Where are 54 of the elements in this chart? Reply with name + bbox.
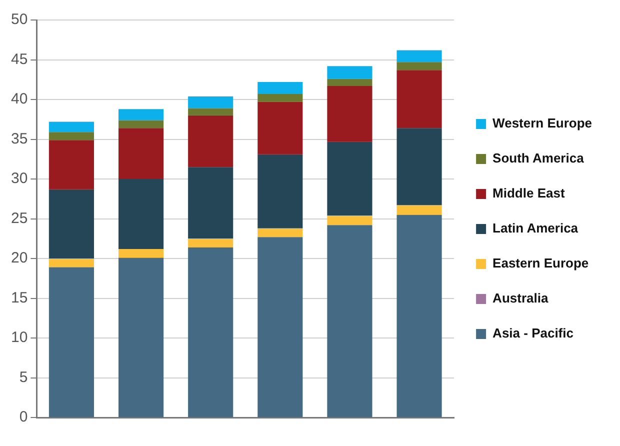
y-tick-label: 10 xyxy=(10,329,28,346)
bar xyxy=(396,214,442,418)
y-tick-label: 15 xyxy=(10,289,28,306)
bar xyxy=(188,238,234,248)
bar xyxy=(258,82,303,94)
bar xyxy=(258,237,303,418)
bar xyxy=(396,70,442,128)
bar xyxy=(258,94,303,102)
bar xyxy=(396,62,442,70)
bar xyxy=(188,96,234,108)
y-tick-label: 20 xyxy=(10,250,28,267)
bar xyxy=(48,267,94,418)
bar xyxy=(188,108,234,116)
bar xyxy=(118,179,164,250)
legend-label: Eastern Europe xyxy=(492,256,589,271)
bar xyxy=(396,205,442,215)
y-tick-label: 50 xyxy=(10,11,28,28)
y-tick-label: 30 xyxy=(10,170,28,188)
y-tick-label: 0 xyxy=(19,408,28,426)
bar xyxy=(327,216,372,226)
bar xyxy=(118,120,164,128)
bar xyxy=(396,128,442,206)
bar xyxy=(118,109,164,120)
bar xyxy=(48,132,94,140)
y-tick-label: 35 xyxy=(10,130,28,148)
bar xyxy=(118,258,164,418)
y-tick-label: 5 xyxy=(19,368,28,386)
bar xyxy=(188,247,234,418)
bar xyxy=(258,102,303,154)
bar xyxy=(327,225,372,418)
legend-label: South America xyxy=(492,150,585,166)
bar xyxy=(396,50,442,62)
y-tick-label: 45 xyxy=(10,50,28,68)
bar xyxy=(48,189,94,259)
bar xyxy=(48,122,94,132)
bar xyxy=(327,142,372,216)
bar xyxy=(188,115,234,168)
bar xyxy=(327,66,372,79)
bar xyxy=(258,228,303,238)
bar xyxy=(48,258,94,268)
y-tick-label: 25 xyxy=(10,210,28,227)
bar xyxy=(118,128,164,180)
bar xyxy=(327,86,372,142)
y-tick-label: 40 xyxy=(10,90,28,108)
bar xyxy=(188,167,234,239)
legend-label: Australia xyxy=(492,290,549,306)
bar xyxy=(118,249,164,258)
bar xyxy=(258,154,303,228)
legend-label: Western Europe xyxy=(492,116,592,131)
bar xyxy=(48,140,94,190)
legend-label: Asia - Pacific xyxy=(492,326,574,341)
legend-label: Latin America xyxy=(492,220,579,236)
legend-label: Middle East xyxy=(492,186,566,201)
bar xyxy=(327,78,372,86)
